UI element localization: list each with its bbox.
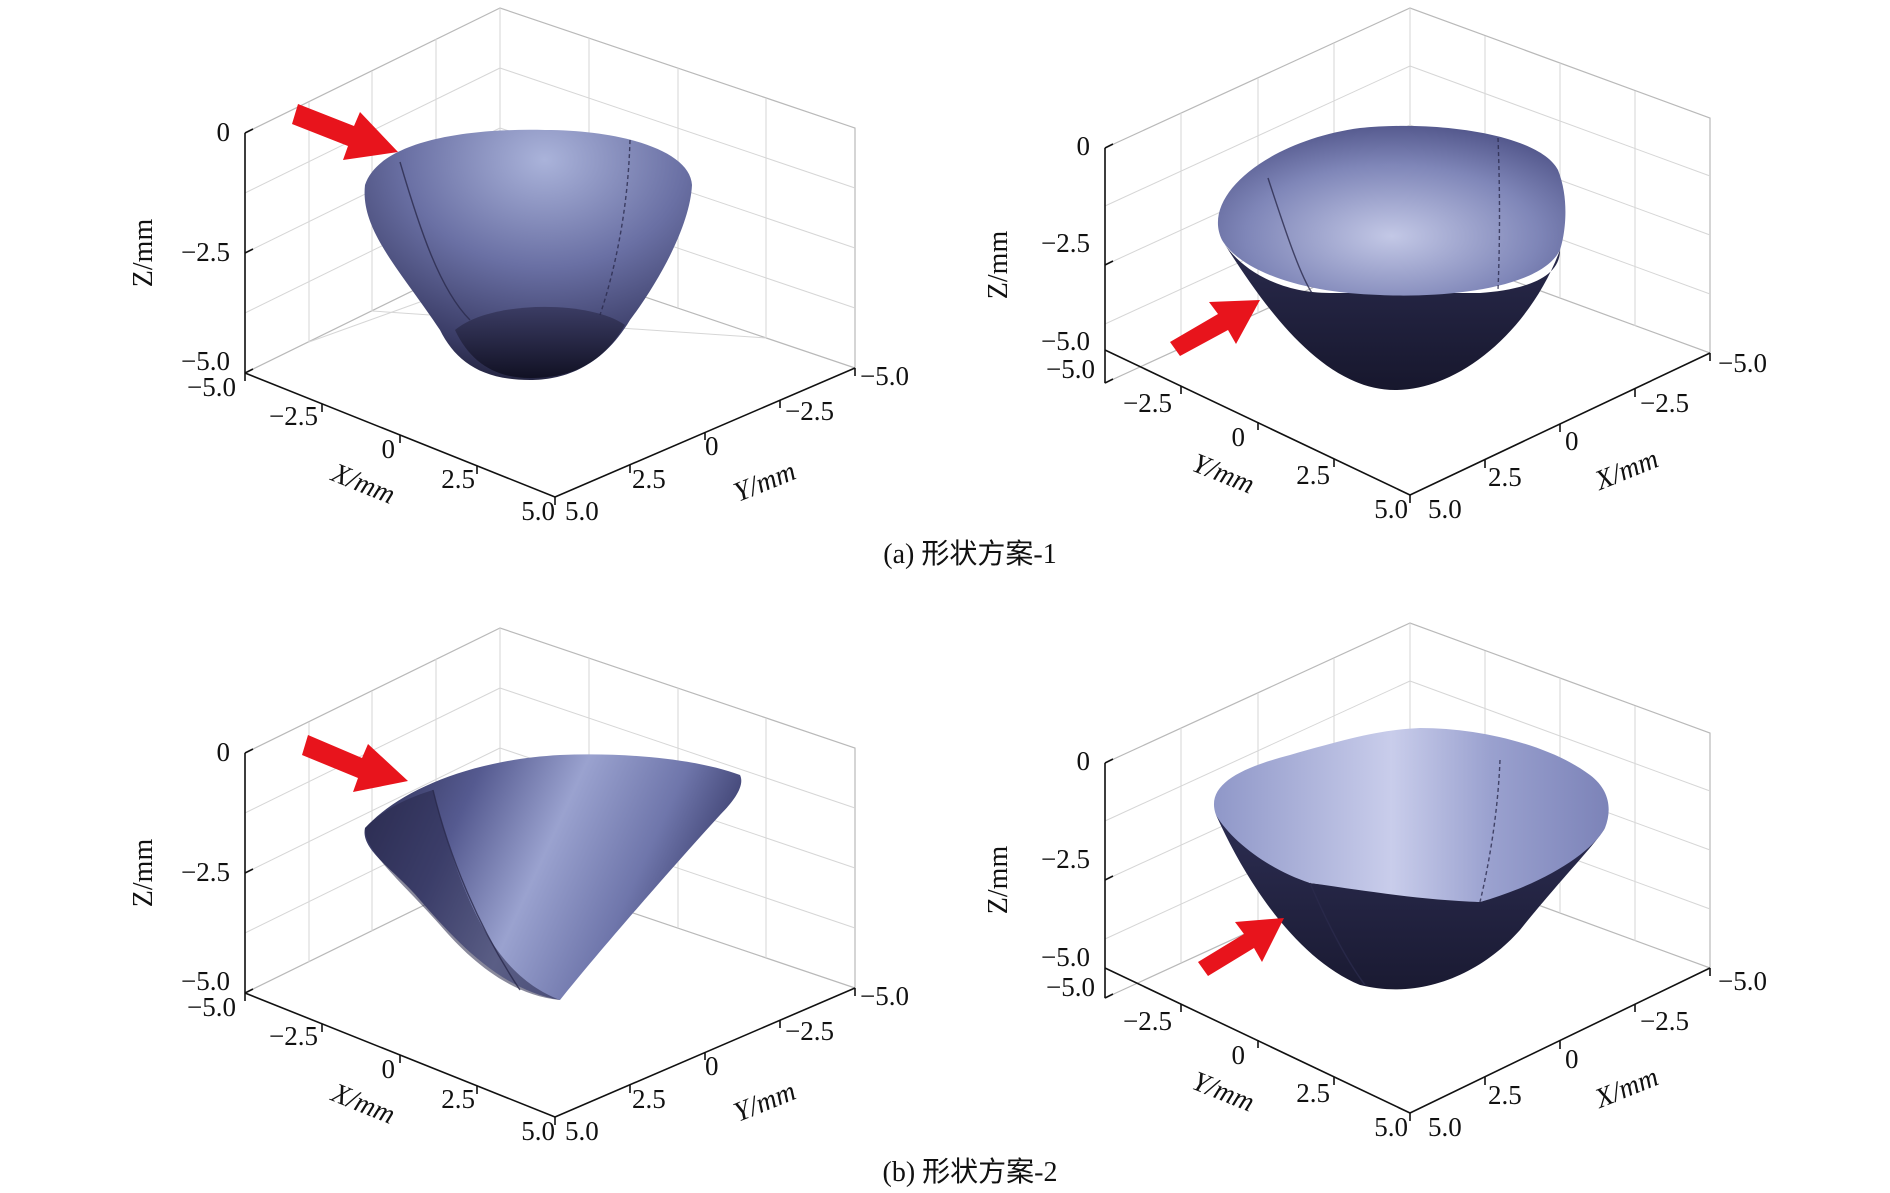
red-arrow (292, 104, 398, 160)
red-arrow (302, 735, 408, 792)
x-tick-1: −2.5 (269, 401, 318, 431)
surface-shape-1-front (364, 129, 692, 380)
x-tick-0: 5.0 (1428, 494, 1462, 524)
y-tick-2: 0 (705, 431, 719, 461)
x-tick-3: 2.5 (441, 1084, 475, 1114)
z-tick-0: 0 (217, 737, 231, 767)
y-tick-4: −5.0 (860, 361, 909, 391)
red-arrow (1198, 918, 1284, 976)
z-tick-0: 0 (1077, 131, 1091, 161)
y-axis: 5.0 2.5 0 −2.5 −5.0 Y/mm (554, 361, 909, 526)
z-tick-0: 0 (217, 117, 231, 147)
surface-shape-2-front (364, 754, 742, 1000)
x-tick-2: 0 (382, 1054, 396, 1084)
y-tick-2: 0 (1232, 1040, 1246, 1070)
z-axis: 0 −2.5 −5.0 Z/mm (128, 737, 254, 996)
surface-shape-1-rotated (1217, 125, 1566, 390)
z-tick-2: −5.0 (181, 966, 230, 996)
z-axis-label: Z/mm (983, 231, 1014, 300)
x-tick-0: −5.0 (187, 992, 236, 1022)
z-tick-1: −2.5 (1041, 844, 1090, 874)
x-tick-3: −2.5 (1640, 1006, 1689, 1036)
y-tick-4: −5.0 (860, 981, 909, 1011)
x-axis-label: X/mm (326, 457, 399, 511)
x-tick-0: −5.0 (187, 372, 236, 402)
y-tick-0: −5.0 (1046, 972, 1095, 1002)
x-axis: 5.0 2.5 0 −2.5 −5.0 X/mm (1409, 966, 1767, 1142)
y-axis-label: Y/mm (1188, 448, 1259, 501)
z-tick-0: 0 (1077, 746, 1091, 776)
x-axis: 5.0 2.5 0 −2.5 −5.0 X/mm (1409, 348, 1767, 524)
x-tick-1: −2.5 (269, 1021, 318, 1051)
y-axis-label: Y/mm (729, 1076, 800, 1129)
z-axis-label: Z/mm (128, 219, 159, 288)
z-axis-label: Z/mm (983, 846, 1014, 915)
x-tick-0: 5.0 (1428, 1112, 1462, 1142)
x-tick-4: 5.0 (521, 1116, 555, 1146)
z-tick-2: −5.0 (1041, 326, 1090, 356)
red-arrow (1170, 300, 1260, 356)
z-axis: 0 −2.5 −5.0 Z/mm (983, 746, 1114, 999)
y-axis: −5.0 −2.5 0 2.5 5.0 Y/mm (1046, 967, 1411, 1142)
z-axis: 0 −2.5 −5.0 Z/mm (128, 117, 254, 376)
z-tick-1: −2.5 (1041, 228, 1090, 258)
y-tick-3: −2.5 (785, 1016, 834, 1046)
x-tick-4: −5.0 (1718, 348, 1767, 378)
y-tick-0: 5.0 (565, 496, 599, 526)
y-tick-0: −5.0 (1046, 354, 1095, 384)
x-tick-3: 2.5 (441, 464, 475, 494)
z-tick-2: −5.0 (181, 346, 230, 376)
x-tick-2: 0 (1565, 1044, 1579, 1074)
x-axis: −5.0 −2.5 0 2.5 5.0 X/mm (187, 372, 556, 526)
y-tick-0: 5.0 (565, 1116, 599, 1146)
x-axis-label: X/mm (1590, 1062, 1663, 1116)
y-tick-4: 5.0 (1374, 1112, 1408, 1142)
z-tick-2: −5.0 (1041, 942, 1090, 972)
panel-b-left: 0 −2.5 −5.0 Z/mm −5.0 −2.5 0 2.5 5.0 X/m… (128, 627, 909, 1146)
surface-shape-2-rotated (1213, 728, 1609, 990)
z-tick-1: −2.5 (181, 857, 230, 887)
y-tick-1: −2.5 (1123, 1006, 1172, 1036)
panel-a-left: 0 −2.5 −5.0 Z/mm −5.0 −2.5 0 2.5 5.0 X/m… (128, 7, 909, 526)
y-axis: 5.0 2.5 0 −2.5 −5.0 Y/mm (554, 981, 909, 1146)
y-tick-3: 2.5 (1296, 460, 1330, 490)
z-axis: 0 −2.5 −5.0 Z/mm (983, 131, 1114, 384)
y-tick-2: 0 (1232, 422, 1246, 452)
panel-b-right: 0 −2.5 −5.0 Z/mm −5.0 −2.5 0 2.5 5.0 Y/m… (983, 622, 1767, 1142)
y-tick-3: −2.5 (785, 396, 834, 426)
x-tick-2: 0 (382, 434, 396, 464)
y-axis-label: Y/mm (1188, 1066, 1259, 1119)
caption-b: (b) 形状方案-2 (883, 1156, 1058, 1188)
x-tick-2: 0 (1565, 426, 1579, 456)
z-axis-label: Z/mm (128, 839, 159, 908)
y-tick-1: 2.5 (632, 464, 666, 494)
x-tick-4: −5.0 (1718, 966, 1767, 996)
x-tick-4: 5.0 (521, 496, 555, 526)
x-axis-label: X/mm (326, 1077, 399, 1131)
x-axis-label: X/mm (1590, 444, 1663, 498)
z-tick-1: −2.5 (181, 237, 230, 267)
y-axis-label: Y/mm (729, 456, 800, 509)
x-tick-1: 2.5 (1488, 462, 1522, 492)
caption-a: (a) 形状方案-1 (883, 538, 1056, 570)
y-tick-1: 2.5 (632, 1084, 666, 1114)
x-tick-3: −2.5 (1640, 388, 1689, 418)
y-tick-3: 2.5 (1296, 1078, 1330, 1108)
y-tick-4: 5.0 (1374, 494, 1408, 524)
x-axis: −5.0 −2.5 0 2.5 5.0 X/mm (187, 992, 556, 1146)
y-tick-2: 0 (705, 1051, 719, 1081)
panel-a-right: 0 −2.5 −5.0 Z/mm −5.0 −2.5 0 2.5 5.0 Y/m… (983, 7, 1767, 524)
x-tick-1: 2.5 (1488, 1080, 1522, 1110)
y-tick-1: −2.5 (1123, 388, 1172, 418)
